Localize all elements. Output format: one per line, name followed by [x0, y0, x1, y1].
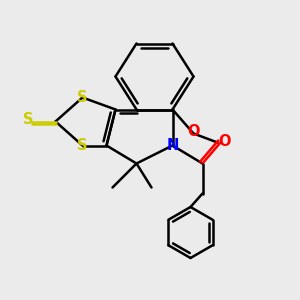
Text: S: S: [77, 90, 88, 105]
Text: O: O: [218, 134, 230, 148]
Text: N: N: [166, 138, 179, 153]
Text: O: O: [187, 124, 200, 139]
Text: S: S: [23, 112, 33, 128]
Text: S: S: [77, 138, 88, 153]
